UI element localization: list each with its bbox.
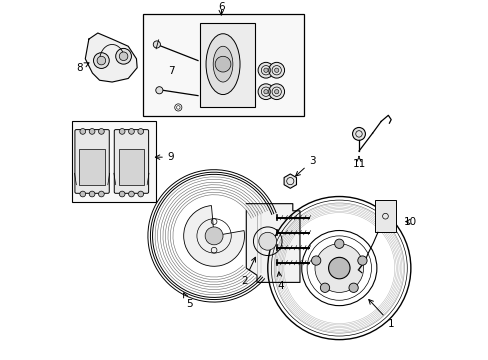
Circle shape [205, 227, 223, 245]
Circle shape [268, 84, 284, 100]
Circle shape [328, 257, 349, 279]
Circle shape [258, 232, 276, 250]
Text: 1: 1 [368, 300, 394, 329]
Ellipse shape [205, 34, 240, 95]
Circle shape [119, 129, 125, 134]
Circle shape [258, 62, 273, 78]
Circle shape [156, 87, 163, 94]
Circle shape [348, 283, 358, 292]
Text: 6: 6 [218, 2, 224, 15]
FancyBboxPatch shape [114, 130, 148, 193]
Circle shape [314, 244, 363, 292]
Circle shape [128, 191, 134, 197]
Bar [142, 14, 303, 116]
Circle shape [264, 68, 267, 72]
Wedge shape [183, 206, 244, 266]
Circle shape [274, 90, 278, 94]
Circle shape [89, 191, 95, 197]
Circle shape [98, 191, 104, 197]
Circle shape [153, 41, 160, 48]
Bar [118, 149, 144, 185]
Circle shape [264, 90, 267, 94]
Text: 7: 7 [167, 66, 174, 76]
Text: 4: 4 [276, 272, 283, 291]
Circle shape [334, 239, 343, 248]
Bar [72, 121, 156, 202]
Polygon shape [284, 174, 296, 188]
Circle shape [320, 283, 329, 292]
Circle shape [98, 129, 104, 134]
Circle shape [80, 191, 85, 197]
Circle shape [274, 68, 278, 72]
Bar [79, 149, 105, 185]
Bar [200, 23, 255, 107]
Circle shape [97, 56, 105, 65]
Circle shape [119, 191, 125, 197]
Circle shape [215, 56, 230, 72]
Text: 9: 9 [155, 152, 174, 162]
Polygon shape [246, 204, 299, 282]
Text: 11: 11 [352, 157, 365, 169]
Circle shape [357, 256, 366, 265]
Polygon shape [85, 33, 137, 82]
FancyBboxPatch shape [75, 130, 109, 193]
Text: 8: 8 [76, 63, 89, 73]
Circle shape [268, 62, 284, 78]
Ellipse shape [213, 46, 232, 82]
Circle shape [128, 129, 134, 134]
Text: 5: 5 [183, 293, 192, 309]
Circle shape [138, 129, 143, 134]
Circle shape [93, 53, 109, 68]
Circle shape [258, 84, 273, 100]
Bar [374, 200, 395, 232]
Circle shape [311, 256, 320, 265]
Circle shape [138, 191, 143, 197]
Circle shape [352, 127, 365, 140]
Text: 2: 2 [241, 257, 255, 285]
Text: 3: 3 [295, 156, 315, 176]
Text: 10: 10 [404, 217, 417, 226]
Circle shape [89, 129, 95, 134]
Circle shape [116, 48, 131, 64]
Circle shape [119, 52, 127, 60]
Circle shape [80, 129, 85, 134]
